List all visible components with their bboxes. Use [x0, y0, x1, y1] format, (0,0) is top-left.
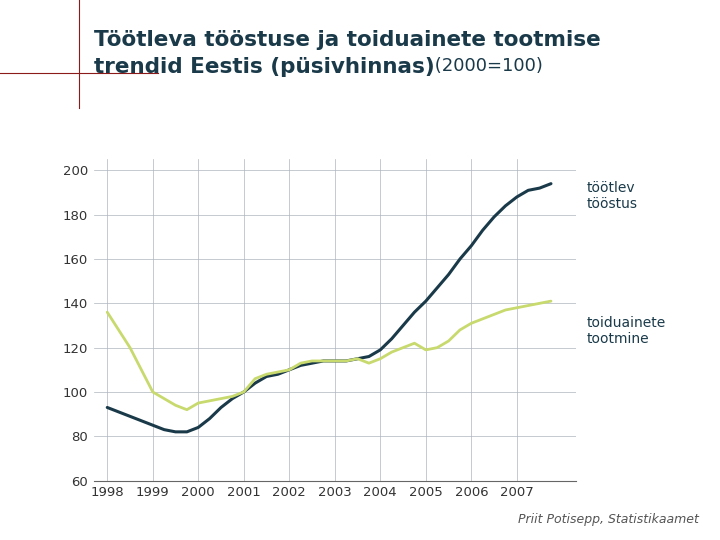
Text: töötlev: töötlev [587, 181, 636, 195]
Text: tootmine: tootmine [587, 332, 649, 346]
Text: (2000=100): (2000=100) [429, 57, 543, 75]
Text: tööstus: tööstus [587, 197, 638, 211]
Text: trendid Eestis (püsivhinnas): trendid Eestis (püsivhinnas) [94, 57, 434, 77]
Text: Töötleva tööstuse ja toiduainete tootmise: Töötleva tööstuse ja toiduainete tootmis… [94, 30, 600, 50]
Text: toiduainete: toiduainete [587, 316, 666, 330]
Text: Priit Potisepp, Statistikaamet: Priit Potisepp, Statistikaamet [518, 514, 698, 526]
